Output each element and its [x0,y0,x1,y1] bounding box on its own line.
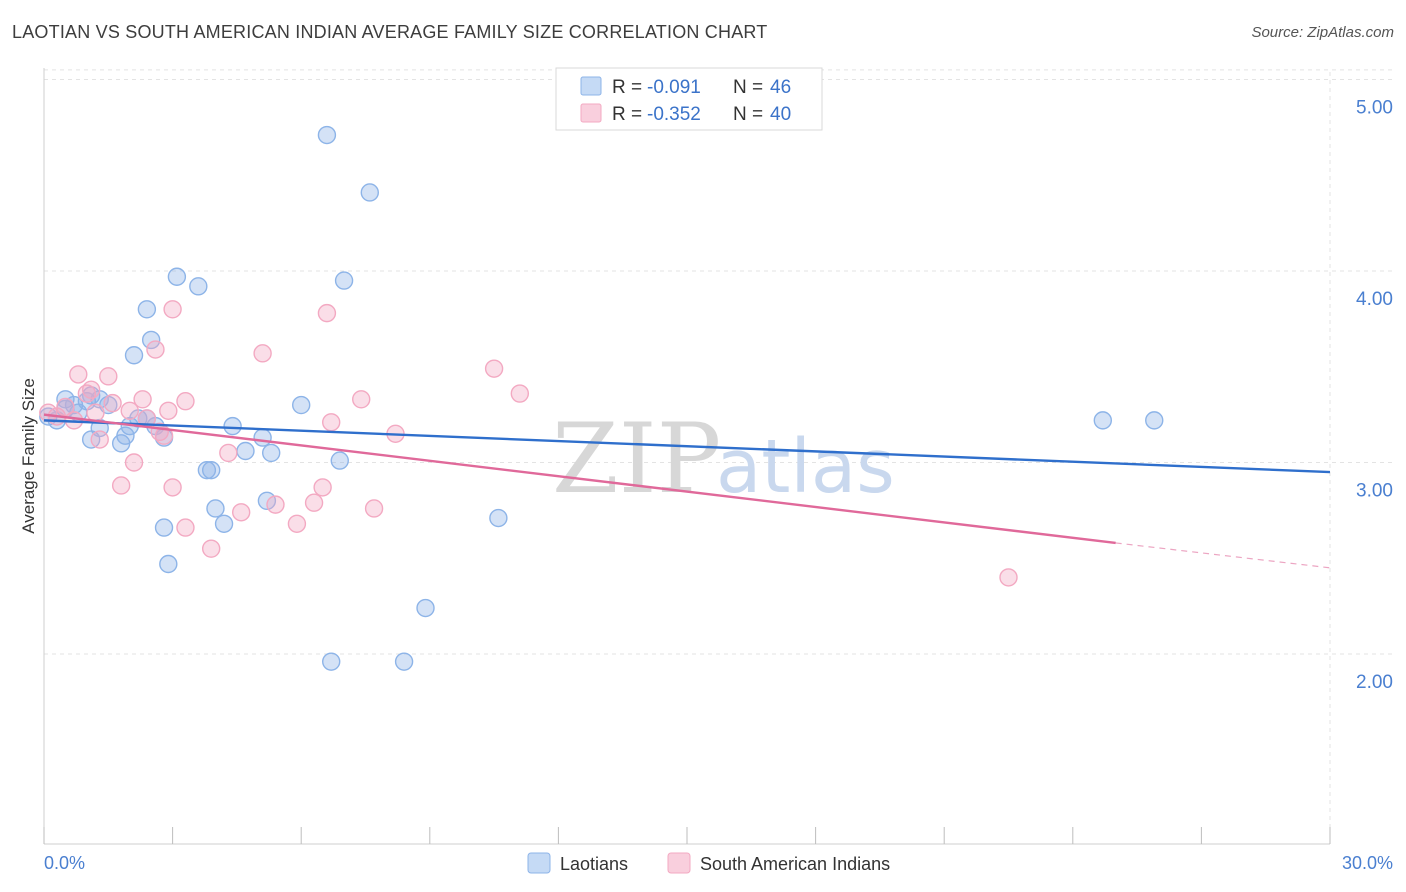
sai-point [231,503,251,522]
source-label: Source: ZipAtlas.com [1251,24,1394,41]
y-axis-label: Average Family Size [19,378,38,534]
sai-point [103,393,122,413]
laotian-point [394,652,414,671]
laotian-point [167,267,187,286]
sai-point [69,365,88,384]
chart-title: LAOTIAN VS SOUTH AMERICAN INDIAN AVERAGE… [12,22,768,42]
laotian-point [116,426,135,445]
laotian-point [489,508,508,528]
laotian-point [334,271,354,290]
sai-point [266,495,285,514]
y-tick-label: 2.00 [1356,672,1393,693]
legend-r-label-sai: R = [612,104,642,125]
legend-n-value-sai: 40 [770,104,791,125]
bottom-legend-sai: South American Indians [700,854,890,874]
sai-point [159,401,178,420]
laotian-trend-line [43,419,1331,474]
laotian-point [141,330,161,350]
watermark-zip: ZIP [552,403,721,515]
axes [43,68,1331,845]
legend-n-label-sai: N = [733,104,763,125]
laotian-point [330,451,349,470]
laotian-point [206,499,225,518]
sai-point [201,539,221,558]
sai-point [163,300,182,319]
sai-trend-extension [1115,542,1331,569]
legend-n-label-laotians: N = [733,77,763,98]
sai-point [163,478,182,497]
sai-point [146,340,165,359]
laotian-point [189,277,208,296]
sai-point [322,413,341,432]
sai-trend-line [43,413,1116,545]
sai-point [510,384,530,403]
bottom-legend-laotians: Laotians [560,854,628,874]
laotian-point [154,518,174,537]
laotian-point [317,125,337,145]
sai-point [317,303,337,323]
y-tick-labels: 2.00 3.00 4.00 5.00 [1356,98,1393,694]
laotian-point [137,300,157,319]
sai-point [90,430,109,449]
sai-point [176,518,195,537]
sai-point [287,514,307,533]
sai-point [999,568,1018,587]
watermark-atlas: atlas [716,424,895,510]
sai-point [364,499,384,518]
bottom-legend-laotians-swatch [527,852,551,874]
laotian-point [292,395,311,415]
laotian-point [416,598,435,618]
laotian-point [1093,411,1113,430]
laotian-point [124,346,144,365]
sai-point [81,380,101,399]
y-tick-label: 4.00 [1356,289,1393,310]
stats-legend: R = -0.091 N = 46 R = -0.352 N = 40 [555,67,823,131]
laotian-point [253,428,272,447]
data-points [39,125,1164,671]
sai-point [56,397,75,417]
sai-swatch [580,103,602,123]
laotian-point [1145,411,1164,430]
laotian-point [236,441,255,461]
sai-point [133,390,152,409]
sai-point [124,453,144,472]
sai-point [111,476,131,495]
laotian-point [360,183,379,202]
laotian-point [214,514,234,533]
laotian-point [201,460,221,480]
sai-point [99,367,118,386]
trend-lines [43,413,1331,569]
legend-r-value-laotians: -0.091 [647,77,701,98]
x-tick-label: 0.0% [44,853,85,873]
y-tick-label: 5.00 [1356,98,1393,119]
sai-point [154,426,174,445]
sai-point [120,401,139,420]
bottom-legend: Laotians South American Indians [527,852,890,874]
x-tick-labels: 0.0% 30.0% [44,853,1393,873]
laotians-swatch [580,76,602,96]
sai-point [219,443,238,463]
sai-point [484,359,504,378]
sai-point [313,478,332,497]
sai-point [86,403,105,422]
sai-point [253,344,272,363]
legend-n-value-laotians: 46 [770,77,791,98]
laotian-point [261,443,281,463]
watermark: ZIP atlas [552,403,895,515]
sai-point [352,390,371,409]
x-tick-label: 30.0% [1342,853,1393,873]
laotian-point [322,652,341,671]
laotian-point [197,460,217,480]
bottom-legend-sai-swatch [667,852,691,874]
sai-point [304,493,324,512]
legend-r-label-laotians: R = [612,77,642,98]
sai-point [176,392,195,411]
y-tick-label: 3.00 [1356,481,1393,502]
laotian-point [223,416,242,436]
laotian-point [159,554,178,574]
legend-r-value-sai: -0.352 [647,104,701,125]
